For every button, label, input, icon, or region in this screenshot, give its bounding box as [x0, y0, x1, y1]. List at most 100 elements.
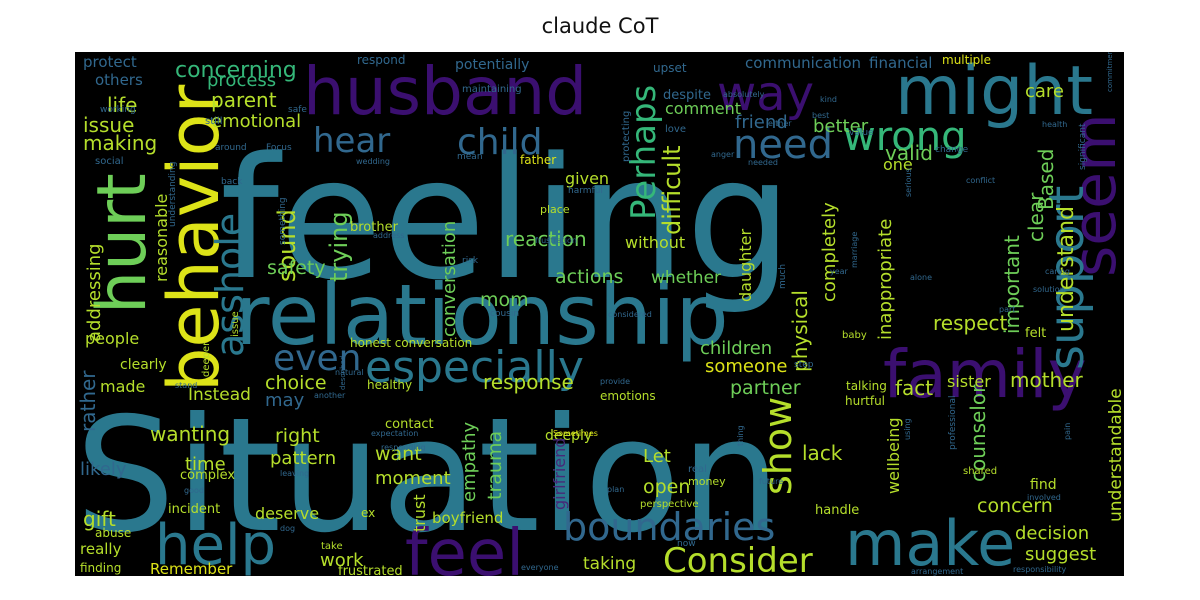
cloud-word-made: made — [100, 377, 145, 396]
cloud-word-trying: trying — [325, 211, 353, 282]
cloud-word-mother: mother — [1010, 368, 1084, 392]
cloud-word-honest-conversation: honest conversation — [350, 336, 472, 350]
cloud-word-boyfriend: boyfriend — [432, 509, 503, 527]
cloud-word-work: work — [320, 550, 364, 571]
cloud-word-choice: choice — [265, 372, 327, 394]
cloud-word-deserve: deserve — [255, 504, 319, 523]
cloud-word-trust: trust — [410, 494, 429, 532]
cloud-word-caring: caring — [1045, 267, 1070, 276]
cloud-word-respond: respond — [357, 53, 406, 67]
cloud-word-safety: safety — [267, 257, 326, 279]
cloud-word-emotional: emotional — [211, 111, 301, 132]
cloud-word-serious: serious — [904, 168, 913, 197]
cloud-word-moment: moment — [375, 468, 451, 489]
cloud-word-solution: solution — [1033, 285, 1065, 294]
cloud-word-reasonable: reasonable — [152, 194, 171, 282]
cloud-word-using: using — [903, 418, 912, 440]
cloud-word-responding: responding — [381, 443, 426, 452]
cloud-word-remember: Remember — [150, 560, 233, 576]
cloud-word-better: better — [813, 116, 869, 137]
cloud-word-understanding: understanding — [168, 162, 178, 227]
cloud-word-protecting: protecting — [621, 111, 632, 162]
cloud-word-show: show — [756, 397, 800, 495]
cloud-word-partner: partner — [730, 377, 801, 399]
cloud-word-inappropriate: inappropriate — [875, 219, 896, 340]
cloud-word-finding: finding — [80, 561, 121, 575]
cloud-word-working: working — [100, 105, 136, 115]
cloud-word-felt: felt — [1025, 326, 1046, 341]
cloud-word-help: help — [155, 513, 276, 576]
cloud-word-handle: handle — [815, 503, 859, 518]
cloud-word-contact: contact — [385, 417, 434, 432]
cloud-word-time: time — [185, 454, 226, 475]
cloud-word-absolutely: absolutely — [723, 90, 765, 99]
cloud-word-social: social — [95, 156, 124, 167]
cloud-word-sister: sister — [947, 372, 991, 391]
cloud-word-something: something — [278, 197, 288, 245]
cloud-word-much: much — [778, 264, 788, 289]
cloud-word-stand: stand — [175, 381, 197, 390]
cloud-word-change: change — [935, 145, 969, 155]
cloud-word-needed: needed — [748, 158, 778, 167]
cloud-word-daughter: daughter — [736, 228, 755, 302]
cloud-word-abuse: abuse — [95, 526, 131, 540]
cloud-word-cousin: cousin — [490, 309, 519, 319]
cloud-word-communication: communication — [745, 54, 861, 72]
cloud-word-focus: Focus — [266, 143, 292, 153]
cloud-word-still: still — [205, 116, 222, 127]
cloud-word-protect: protect — [83, 53, 137, 71]
cloud-word-respect: respect — [933, 311, 1008, 335]
cloud-word-perspective: perspective — [640, 499, 699, 510]
cloud-word-make: make — [845, 507, 1015, 576]
cloud-word-provide: provide — [600, 377, 630, 386]
cloud-word-plan: plan — [607, 485, 624, 494]
cloud-word-understandable: understandable — [1106, 388, 1124, 522]
cloud-word-taking: taking — [583, 554, 636, 574]
cloud-word-wellbeing: wellbeing — [884, 417, 903, 494]
cloud-word-described: described — [339, 356, 347, 390]
cloud-word-leaving: leaving — [280, 469, 309, 478]
cloud-word-healthy: healthy — [367, 378, 412, 392]
cloud-word-back: back — [221, 177, 243, 187]
word-cloud-canvas: feeling Situation relationship husband might… — [75, 52, 1124, 576]
cloud-word-considered: considered — [608, 310, 652, 319]
cloud-word-parent: parent — [211, 88, 277, 112]
cloud-word-care: care — [1025, 81, 1064, 102]
cloud-word-complex: complex — [180, 468, 235, 483]
cloud-word-father: father — [520, 153, 556, 167]
cloud-word-people: people — [85, 329, 139, 348]
cloud-word-decision: decision — [1015, 523, 1089, 544]
cloud-word-feel: feel — [405, 517, 524, 576]
cloud-word-conflict: conflict — [966, 176, 995, 185]
cloud-word-understand: understand — [1054, 206, 1079, 332]
cloud-word-open: open — [643, 476, 690, 498]
cloud-word-clearly: clearly — [120, 357, 167, 373]
cloud-word-boundaries: boundaries — [563, 505, 775, 549]
cloud-word-deeply: deeply — [545, 428, 592, 444]
cloud-word-based: Based — [1034, 149, 1058, 210]
cloud-word-suggest: suggest — [1025, 544, 1096, 565]
cloud-word-want: want — [375, 443, 422, 465]
cloud-word-may: may — [265, 390, 305, 411]
cloud-word-child: child — [457, 122, 542, 163]
cloud-word-pain: pain — [1063, 423, 1072, 440]
cloud-word-baby: baby — [842, 330, 867, 341]
cloud-word-situation: Situation — [75, 384, 781, 568]
cloud-word-involved: involved — [1027, 493, 1061, 502]
cloud-word-behavior: behavior — [153, 85, 235, 392]
cloud-word-hurt: hurt — [83, 173, 162, 314]
cloud-word-let: Let — [643, 446, 671, 467]
cloud-word-husband: husband — [303, 53, 587, 130]
cloud-word-seem: seem — [1060, 113, 1124, 277]
cloud-word-lack: lack — [802, 441, 843, 465]
cloud-word-counselor: counselor — [966, 384, 990, 482]
cloud-word-natural: natural — [335, 368, 364, 377]
cloud-word-completely: completely — [819, 202, 840, 302]
cloud-word-reaction: reaction — [505, 227, 587, 251]
cloud-word-feeling: feeling — [220, 121, 792, 317]
cloud-word-whether: whether — [651, 268, 721, 288]
cloud-word-expectation: expectation — [371, 429, 418, 438]
cloud-word-instead: Instead — [188, 385, 251, 405]
cloud-word-trauma: trauma — [484, 431, 506, 500]
cloud-word-way: way — [717, 66, 814, 122]
